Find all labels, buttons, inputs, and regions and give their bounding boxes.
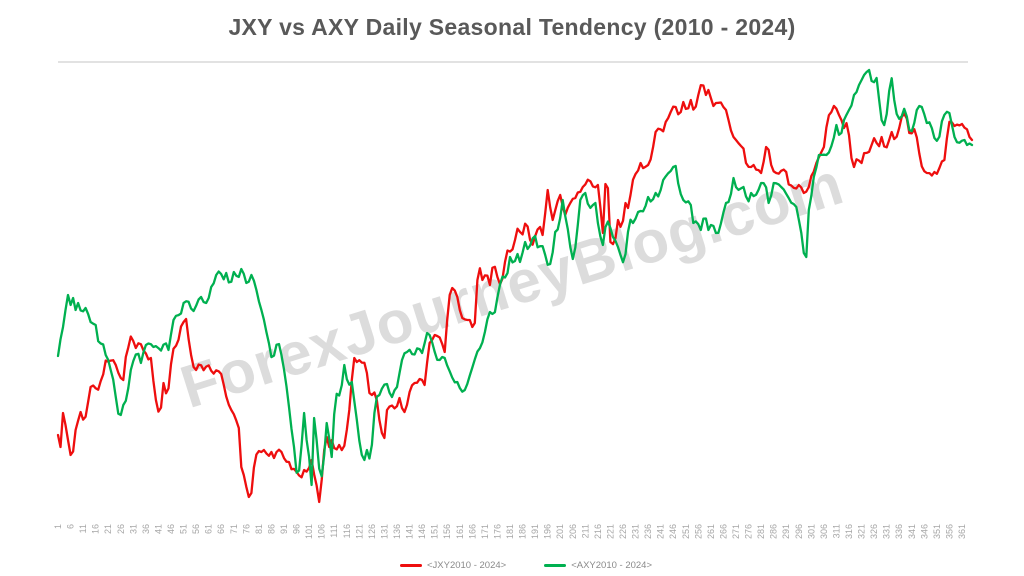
x-tick-label: 136 <box>392 524 402 539</box>
x-tick-label: 76 <box>241 524 251 534</box>
x-tick-label: 291 <box>781 524 791 539</box>
x-tick-label: 201 <box>555 524 565 539</box>
x-tick-label: 171 <box>480 524 490 539</box>
x-tick-label: 86 <box>266 524 276 534</box>
x-tick-label: 126 <box>367 524 377 539</box>
x-tick-label: 316 <box>844 524 854 539</box>
x-axis-tick-labels: 1 6 11 16 21 26 31 36 41 46 51 56 61 66 71 76 81 86 91 96 10… <box>53 524 967 539</box>
x-tick-label: 286 <box>769 524 779 539</box>
x-tick-label: 11 <box>78 524 88 533</box>
legend-label-axy: <AXY2010 - 2024> <box>571 560 653 571</box>
x-tick-label: 21 <box>103 524 113 534</box>
legend-item-axy: <AXY2010 - 2024> <box>544 560 652 571</box>
x-tick-label: 16 <box>91 524 101 534</box>
x-tick-label: 91 <box>279 524 289 534</box>
x-tick-label: 196 <box>543 524 553 539</box>
x-tick-label: 166 <box>467 524 477 539</box>
x-tick-label: 141 <box>405 524 415 539</box>
x-tick-label: 181 <box>505 524 515 539</box>
x-tick-label: 176 <box>492 524 502 539</box>
x-tick-label: 236 <box>643 524 653 539</box>
x-tick-label: 306 <box>819 524 829 539</box>
series-line-jxy <box>56 84 974 504</box>
x-tick-label: 71 <box>229 524 239 534</box>
x-tick-label: 61 <box>204 524 214 534</box>
x-tick-label: 346 <box>919 524 929 539</box>
x-tick-label: 156 <box>442 524 452 539</box>
x-tick-label: 341 <box>907 524 917 539</box>
x-tick-label: 96 <box>292 524 302 534</box>
x-tick-label: 276 <box>744 524 754 539</box>
x-tick-label: 186 <box>518 524 528 539</box>
x-tick-label: 216 <box>593 524 603 539</box>
x-tick-label: 161 <box>455 524 465 539</box>
x-tick-label: 331 <box>882 524 892 539</box>
x-tick-label: 6 <box>66 524 76 529</box>
x-tick-label: 106 <box>317 524 327 539</box>
x-tick-label: 191 <box>530 524 540 539</box>
x-tick-label: 146 <box>417 524 427 539</box>
legend: <JXY2010 - 2024> <AXY2010 - 2024> <box>0 560 1024 571</box>
x-tick-label: 41 <box>153 524 163 534</box>
x-tick-label: 206 <box>568 524 578 539</box>
x-tick-label: 56 <box>191 524 201 534</box>
x-tick-label: 356 <box>944 524 954 539</box>
x-tick-label: 321 <box>857 524 867 539</box>
legend-item-jxy: <JXY2010 - 2024> <box>399 560 507 571</box>
x-tick-label: 221 <box>605 524 615 539</box>
x-tick-label: 81 <box>254 524 264 534</box>
legend-label-jxy: <JXY2010 - 2024> <box>426 560 507 571</box>
x-tick-label: 31 <box>128 524 138 534</box>
x-tick-label: 66 <box>216 524 226 534</box>
x-tick-label: 226 <box>618 524 628 539</box>
x-tick-label: 111 <box>329 524 339 538</box>
x-tick-label: 46 <box>166 524 176 534</box>
jxy-line-swatch <box>399 563 422 568</box>
x-tick-label: 301 <box>806 524 816 539</box>
x-tick-label: 131 <box>379 524 389 539</box>
x-tick-label: 51 <box>179 524 189 534</box>
x-tick-label: 266 <box>718 524 728 539</box>
x-tick-label: 251 <box>681 524 691 539</box>
series-line-axy <box>56 68 974 487</box>
x-tick-label: 211 <box>580 524 590 538</box>
x-tick-label: 246 <box>668 524 678 539</box>
axy-line-swatch <box>544 563 567 568</box>
x-tick-label: 121 <box>354 524 364 539</box>
x-tick-label: 361 <box>957 524 967 539</box>
x-tick-label: 281 <box>756 524 766 539</box>
x-tick-label: 296 <box>794 524 804 539</box>
x-tick-label: 1 <box>53 524 63 529</box>
x-tick-label: 351 <box>932 524 942 539</box>
chart-title: JXY vs AXY Daily Seasonal Tendency (2010… <box>228 14 796 40</box>
x-tick-label: 116 <box>342 524 352 538</box>
x-tick-label: 336 <box>894 524 904 539</box>
x-tick-label: 36 <box>141 524 151 534</box>
x-tick-label: 101 <box>304 524 314 539</box>
x-tick-label: 311 <box>831 524 841 538</box>
x-tick-label: 231 <box>631 524 641 539</box>
x-tick-label: 271 <box>731 524 741 539</box>
x-tick-label: 326 <box>869 524 879 539</box>
x-tick-label: 256 <box>693 524 703 539</box>
x-tick-label: 261 <box>706 524 716 539</box>
x-tick-label: 151 <box>430 524 440 539</box>
x-tick-label: 241 <box>656 524 666 539</box>
x-tick-label: 26 <box>116 524 126 534</box>
